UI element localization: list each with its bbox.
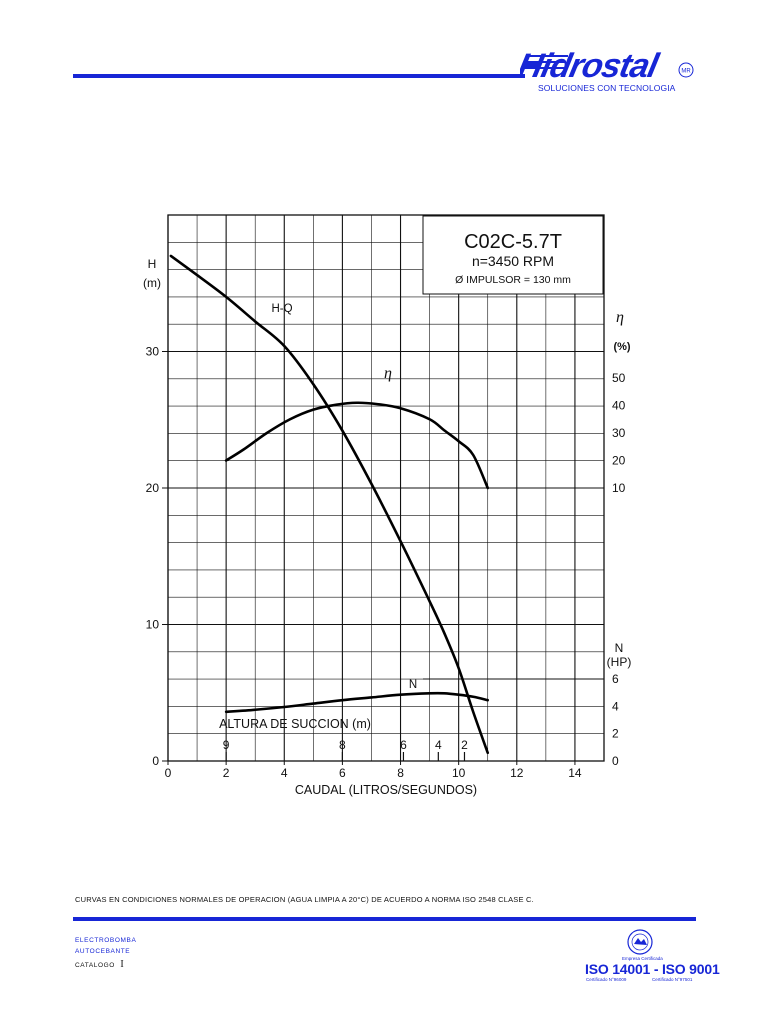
cert-caption: Empresa Certificada — [622, 956, 663, 961]
x-tick-label: 10 — [452, 766, 466, 780]
chart-labels: C02C-5.7Tn=3450 RPM Ø IMPULSOR = 130 mm 0 2… — [143, 215, 632, 797]
efficiency-tick-label: 10 — [612, 481, 626, 495]
catalog-label: CATALOGO I — [75, 959, 124, 970]
head-axis-unit: (m) — [143, 276, 161, 290]
suction-tick-label: 9 — [223, 738, 230, 752]
chart-axes — [162, 214, 605, 765]
certification-seal-icon — [627, 929, 653, 955]
efficiency-axis-label: η — [616, 309, 624, 326]
brand-tagline: SOLUCIONES CON TECNOLOGIA — [538, 83, 676, 93]
product-line-1: ELECTROBOMBA — [75, 937, 137, 944]
logo-mark: MR — [681, 68, 691, 74]
curve-label-power: N — [409, 679, 417, 691]
catalog-label-text: CATALOGO — [75, 962, 115, 969]
x-tick-label: 8 — [397, 766, 404, 780]
x-tick-label: 0 — [165, 766, 172, 780]
efficiency-tick-label: 40 — [612, 399, 626, 413]
power-tick-label: 6 — [612, 672, 619, 686]
efficiency-tick-label: 50 — [612, 371, 626, 385]
cert-number-a: Certificado N°96009 — [586, 977, 627, 982]
x-tick-label: 2 — [223, 766, 230, 780]
impeller-diameter: Ø IMPULSOR = 130 mm — [455, 274, 571, 286]
x-tick-label: 4 — [281, 766, 288, 780]
power-tick-label: 4 — [612, 699, 619, 713]
x-axis-label: CAUDAL (LITROS/SEGUNDOS) — [295, 783, 477, 797]
iso-certifications: ISO 14001 - ISO 9001 — [585, 961, 720, 977]
svg-text:Hidrostal: Hidrostal — [520, 47, 663, 85]
efficiency-tick-label: 30 — [612, 426, 626, 440]
suction-tick-label: 2 — [461, 738, 468, 752]
product-line-2: AUTOCEBANTE — [75, 948, 131, 955]
cert-number-b: Certificado N°97501 — [652, 977, 693, 982]
x-tick-label: 14 — [568, 766, 582, 780]
catalog-number: I — [120, 959, 125, 970]
power-tick-label: 0 — [612, 754, 619, 768]
curve-label-efficiency: η — [384, 365, 392, 382]
header-rule — [73, 74, 525, 78]
footer-rule — [73, 917, 696, 921]
conditions-note: CURVAS EN CONDICIONES NORMALES DE OPERAC… — [75, 895, 534, 904]
curve-power — [224, 691, 490, 714]
title-box — [422, 215, 604, 295]
head-tick-label: 30 — [146, 345, 160, 359]
efficiency-axis-unit: (%) — [613, 341, 630, 353]
power-axis-label: N — [615, 641, 624, 655]
chart-subtitle: n=3450 RPM — [472, 253, 554, 269]
head-axis-label: H — [148, 257, 157, 271]
power-axis-unit: (HP) — [607, 655, 632, 669]
head-tick-label: 0 — [152, 754, 159, 768]
curve-head — [169, 254, 490, 755]
efficiency-tick-label: 20 — [612, 454, 626, 468]
head-tick-label: 20 — [146, 481, 160, 495]
curve-label-head: H-Q — [271, 303, 292, 315]
suction-tick-label: 6 — [400, 738, 407, 752]
chart-curves — [169, 254, 490, 755]
suction-tick-label: 4 — [435, 738, 442, 752]
suction-tick-label: 8 — [339, 738, 346, 752]
hidrostal-logo: Hidrostal MR — [520, 47, 694, 85]
power-tick-label: 2 — [612, 727, 619, 741]
curve-efficiency — [224, 401, 490, 490]
head-tick-label: 10 — [146, 618, 160, 632]
x-tick-label: 12 — [510, 766, 524, 780]
chart-title: C02C-5.7T — [464, 231, 562, 253]
x-tick-label: 6 — [339, 766, 346, 780]
suction-axis-label: ALTURA DE SUCCION (m) — [219, 717, 371, 731]
